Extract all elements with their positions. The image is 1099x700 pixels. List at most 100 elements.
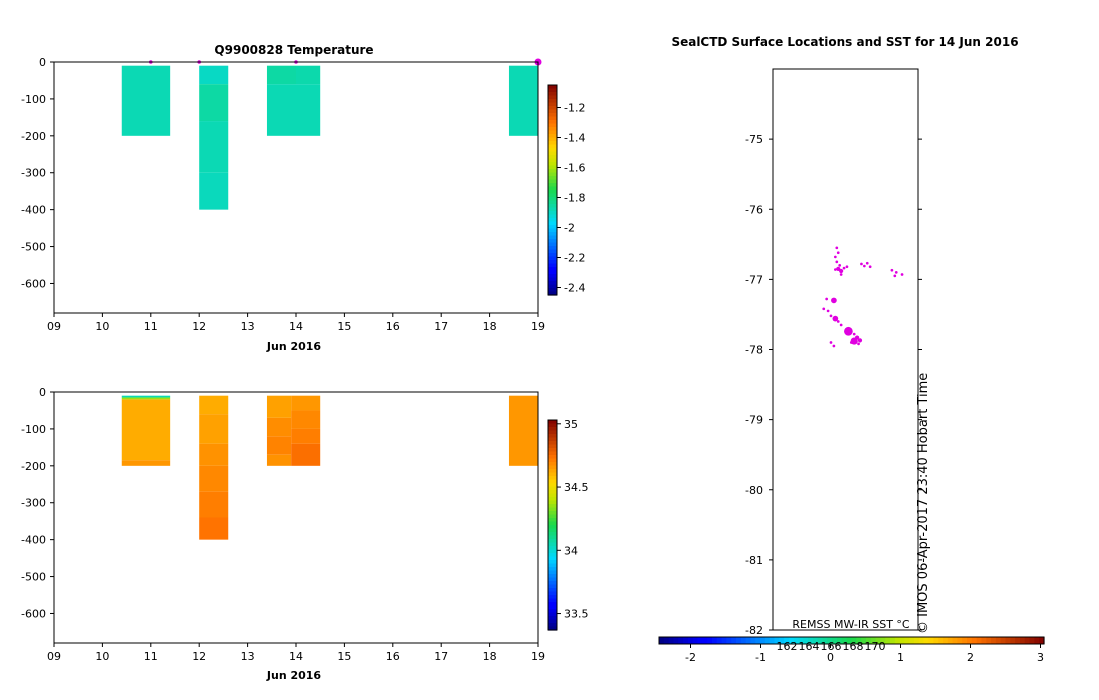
salinity-x-tick-label: 15: [337, 650, 351, 663]
temperature-colorbar-segment: [548, 274, 557, 279]
temperature-colorbar-segment: [548, 162, 557, 167]
salinity-colorbar-segment: [548, 486, 557, 491]
surface-location-point: [836, 266, 841, 271]
map-title: SealCTD Surface Locations and SST for 14…: [671, 35, 1018, 49]
sst-colorbar-label: 0: [827, 651, 834, 664]
sst-colorbar-segment: [894, 637, 901, 644]
map-y-tick-label: -78: [745, 344, 763, 357]
sst-colorbar-segment: [890, 637, 896, 644]
sst-colorbar-segment: [1010, 637, 1016, 644]
surface-location-point: [839, 268, 844, 274]
salinity-colorbar-label: 35: [564, 418, 578, 431]
salinity-colorbar-segment: [548, 427, 557, 432]
salinity-y-tick-label: -500: [21, 571, 46, 584]
salinity-section-cell: [266, 436, 292, 455]
sst-colorbar-segment: [841, 637, 848, 644]
salinity-colorbar-segment: [548, 490, 557, 495]
temperature-colorbar-frame: [547, 84, 558, 296]
salinity-colorbar-segment: [548, 451, 557, 456]
temperature-colorbar-segment: [548, 109, 557, 114]
sst-colorbar-segment: [788, 637, 795, 644]
sst-colorbar-segment: [976, 637, 983, 644]
sst-colorbar-segment: [861, 637, 867, 644]
surface-location-point: [863, 264, 866, 268]
surface-location-point: [894, 271, 898, 274]
sst-colorbar-label: 1: [897, 651, 904, 664]
sst-colorbar-segment: [957, 637, 963, 644]
salinity-section-cell: [291, 395, 321, 411]
temperature-colorbar-segment: [548, 190, 557, 195]
surface-location-point: [860, 262, 863, 266]
salinity-colorbar-segment: [548, 584, 557, 589]
salinity-colorbar-segment: [548, 570, 557, 575]
salinity-colorbar-label: 34: [564, 544, 578, 557]
temperature-colorbar-segment: [548, 225, 557, 230]
salinity-colorbar-segment: [548, 521, 557, 526]
salinity-x-tick-label: 19: [531, 650, 545, 663]
temperature-colorbar-segment: [548, 242, 557, 247]
temperature-section-cell: [266, 84, 296, 136]
salinity-colorbar-segment: [548, 560, 557, 565]
temperature-colorbar-segment: [548, 158, 557, 163]
sst-colorbar-segment: [736, 637, 742, 644]
sst-colorbar-segment: [793, 637, 800, 644]
temperature-section-cell: [121, 65, 171, 136]
temperature-colorbar-segment: [548, 284, 557, 289]
temperature-section-cell: [508, 65, 538, 136]
temperature-x-tick-label: 12: [192, 320, 206, 333]
map-y-tick-label: -76: [745, 203, 763, 216]
salinity-colorbar-segment: [548, 616, 557, 621]
salinity-colorbar-segment: [548, 581, 557, 586]
sst-colorbar-segment: [755, 637, 761, 644]
salinity-colorbar-segment: [548, 469, 557, 474]
sst-colorbar-segment: [716, 637, 723, 644]
sst-colorbar-segment: [899, 637, 906, 644]
temperature-colorbar-segment: [548, 179, 557, 184]
sst-colorbar-segment: [740, 637, 747, 644]
temperature-colorbar-segment: [548, 211, 557, 216]
sst-colorbar-frame: [658, 636, 1045, 645]
sst-colorbar-segment: [991, 637, 997, 644]
sst-colorbar-segment: [904, 637, 910, 644]
salinity-section-cell: [291, 410, 321, 429]
temperature-colorbar-segment: [548, 277, 557, 282]
sst-colorbar-segment: [702, 637, 708, 644]
surface-location-point: [829, 341, 833, 344]
temperature-colorbar-segment: [548, 263, 557, 268]
surface-location-point: [842, 266, 846, 270]
sst-colorbar-segment: [967, 637, 973, 644]
temperature-colorbar-segment: [548, 85, 557, 90]
surface-location-point: [845, 265, 849, 269]
salinity-colorbar-segment: [548, 574, 557, 579]
surface-location-point: [831, 297, 837, 304]
salinity-colorbar-segment: [548, 528, 557, 533]
salinity-y-tick-label: 0: [39, 386, 46, 399]
sst-colorbar-segment: [981, 637, 987, 644]
salinity-section-cell: [121, 460, 171, 466]
salinity-colorbar-segment: [548, 476, 557, 481]
temperature-colorbar-segment: [548, 200, 557, 205]
sst-colorbar-segment: [851, 637, 857, 644]
sst-colorbar-segment: [760, 637, 766, 644]
temperature-colorbar-segment: [548, 291, 557, 296]
temperature-colorbar-label: -1.6: [564, 162, 585, 175]
sst-colorbar-segment: [885, 637, 891, 644]
temperature-x-tick-label: 13: [241, 320, 255, 333]
temperature-colorbar-segment: [548, 148, 557, 153]
salinity-colorbar-segment: [548, 539, 557, 544]
salinity-colorbar-segment: [548, 472, 557, 477]
salinity-section-cell: [121, 399, 171, 461]
salinity-section-cell: [199, 414, 229, 444]
temperature-y-tick-label: -500: [21, 241, 46, 254]
salinity-x-tick-label: 16: [386, 650, 400, 663]
temperature-colorbar-segment: [548, 204, 557, 209]
salinity-colorbar-segment: [548, 507, 557, 512]
surface-location-point: [839, 323, 843, 327]
sst-colorbar-segment: [1034, 637, 1040, 644]
temperature-colorbar-segment: [548, 88, 557, 93]
temperature-colorbar-label: -2.2: [564, 252, 585, 265]
surface-location-point: [829, 314, 833, 318]
sst-colorbar-segment: [827, 637, 833, 644]
sst-colorbar-segment: [745, 637, 752, 644]
salinity-colorbar-segment: [548, 500, 557, 505]
